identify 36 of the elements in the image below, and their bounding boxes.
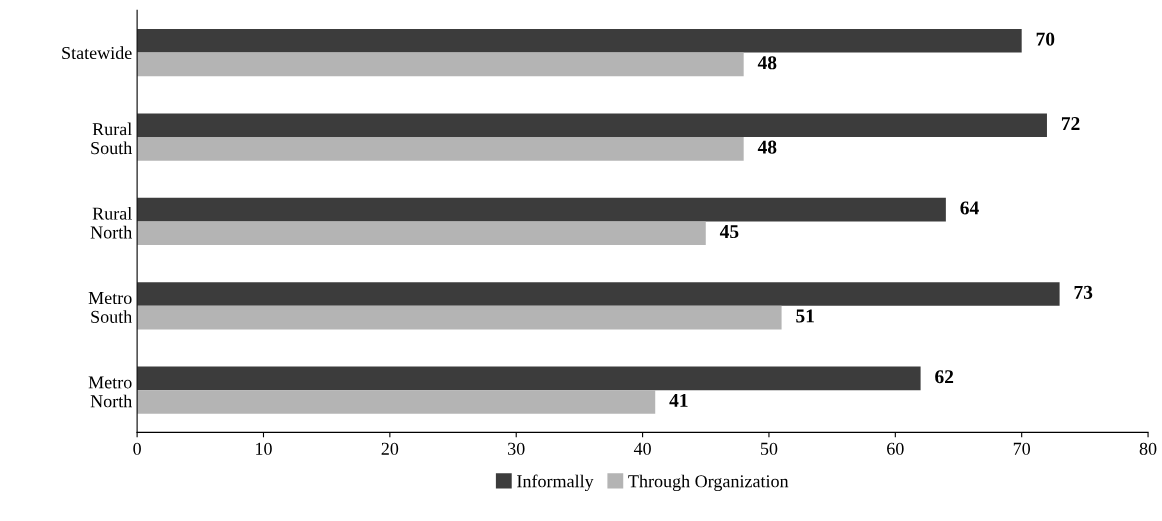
y-tick-label: Rural South bbox=[91, 122, 133, 155]
x-tick-label: 60 bbox=[887, 442, 904, 455]
bar bbox=[137, 221, 706, 246]
x-tick-label: 80 bbox=[1139, 442, 1157, 455]
y-tick-label: Statewide bbox=[62, 46, 132, 60]
data-label: 48 bbox=[757, 140, 777, 154]
bar bbox=[137, 366, 921, 391]
data-label: 64 bbox=[960, 201, 979, 215]
bar bbox=[137, 28, 1022, 53]
data-label: 72 bbox=[1061, 117, 1080, 130]
x-tick-label: 30 bbox=[508, 442, 525, 455]
data-label: 41 bbox=[669, 393, 688, 407]
data-label: 73 bbox=[1074, 285, 1093, 299]
bar bbox=[137, 305, 782, 330]
x-tick-label: 10 bbox=[256, 442, 272, 455]
x-tick-label: 20 bbox=[381, 442, 399, 455]
x-tick-label: 0 bbox=[133, 442, 141, 455]
bar bbox=[137, 52, 744, 77]
data-label: 45 bbox=[719, 225, 739, 239]
bar bbox=[137, 137, 744, 161]
x-tick-label: 70 bbox=[1013, 442, 1031, 455]
y-tick-label: Rural North bbox=[90, 206, 133, 239]
data-label: 70 bbox=[1036, 32, 1055, 46]
data-label: 62 bbox=[935, 370, 954, 384]
y-tick-label: Metro South bbox=[88, 292, 133, 323]
legend-label: Through Organization bbox=[628, 474, 789, 492]
data-label: 48 bbox=[757, 56, 777, 70]
bar bbox=[137, 390, 656, 414]
x-tick-label: 40 bbox=[633, 442, 651, 455]
bar bbox=[137, 113, 1047, 138]
bar bbox=[137, 197, 946, 222]
x-tick-label: 50 bbox=[760, 442, 778, 455]
data-label: 51 bbox=[796, 309, 814, 323]
legend-label: Informally bbox=[517, 474, 594, 492]
y-tick-label: Metro North bbox=[88, 376, 133, 408]
bar bbox=[137, 282, 1060, 306]
